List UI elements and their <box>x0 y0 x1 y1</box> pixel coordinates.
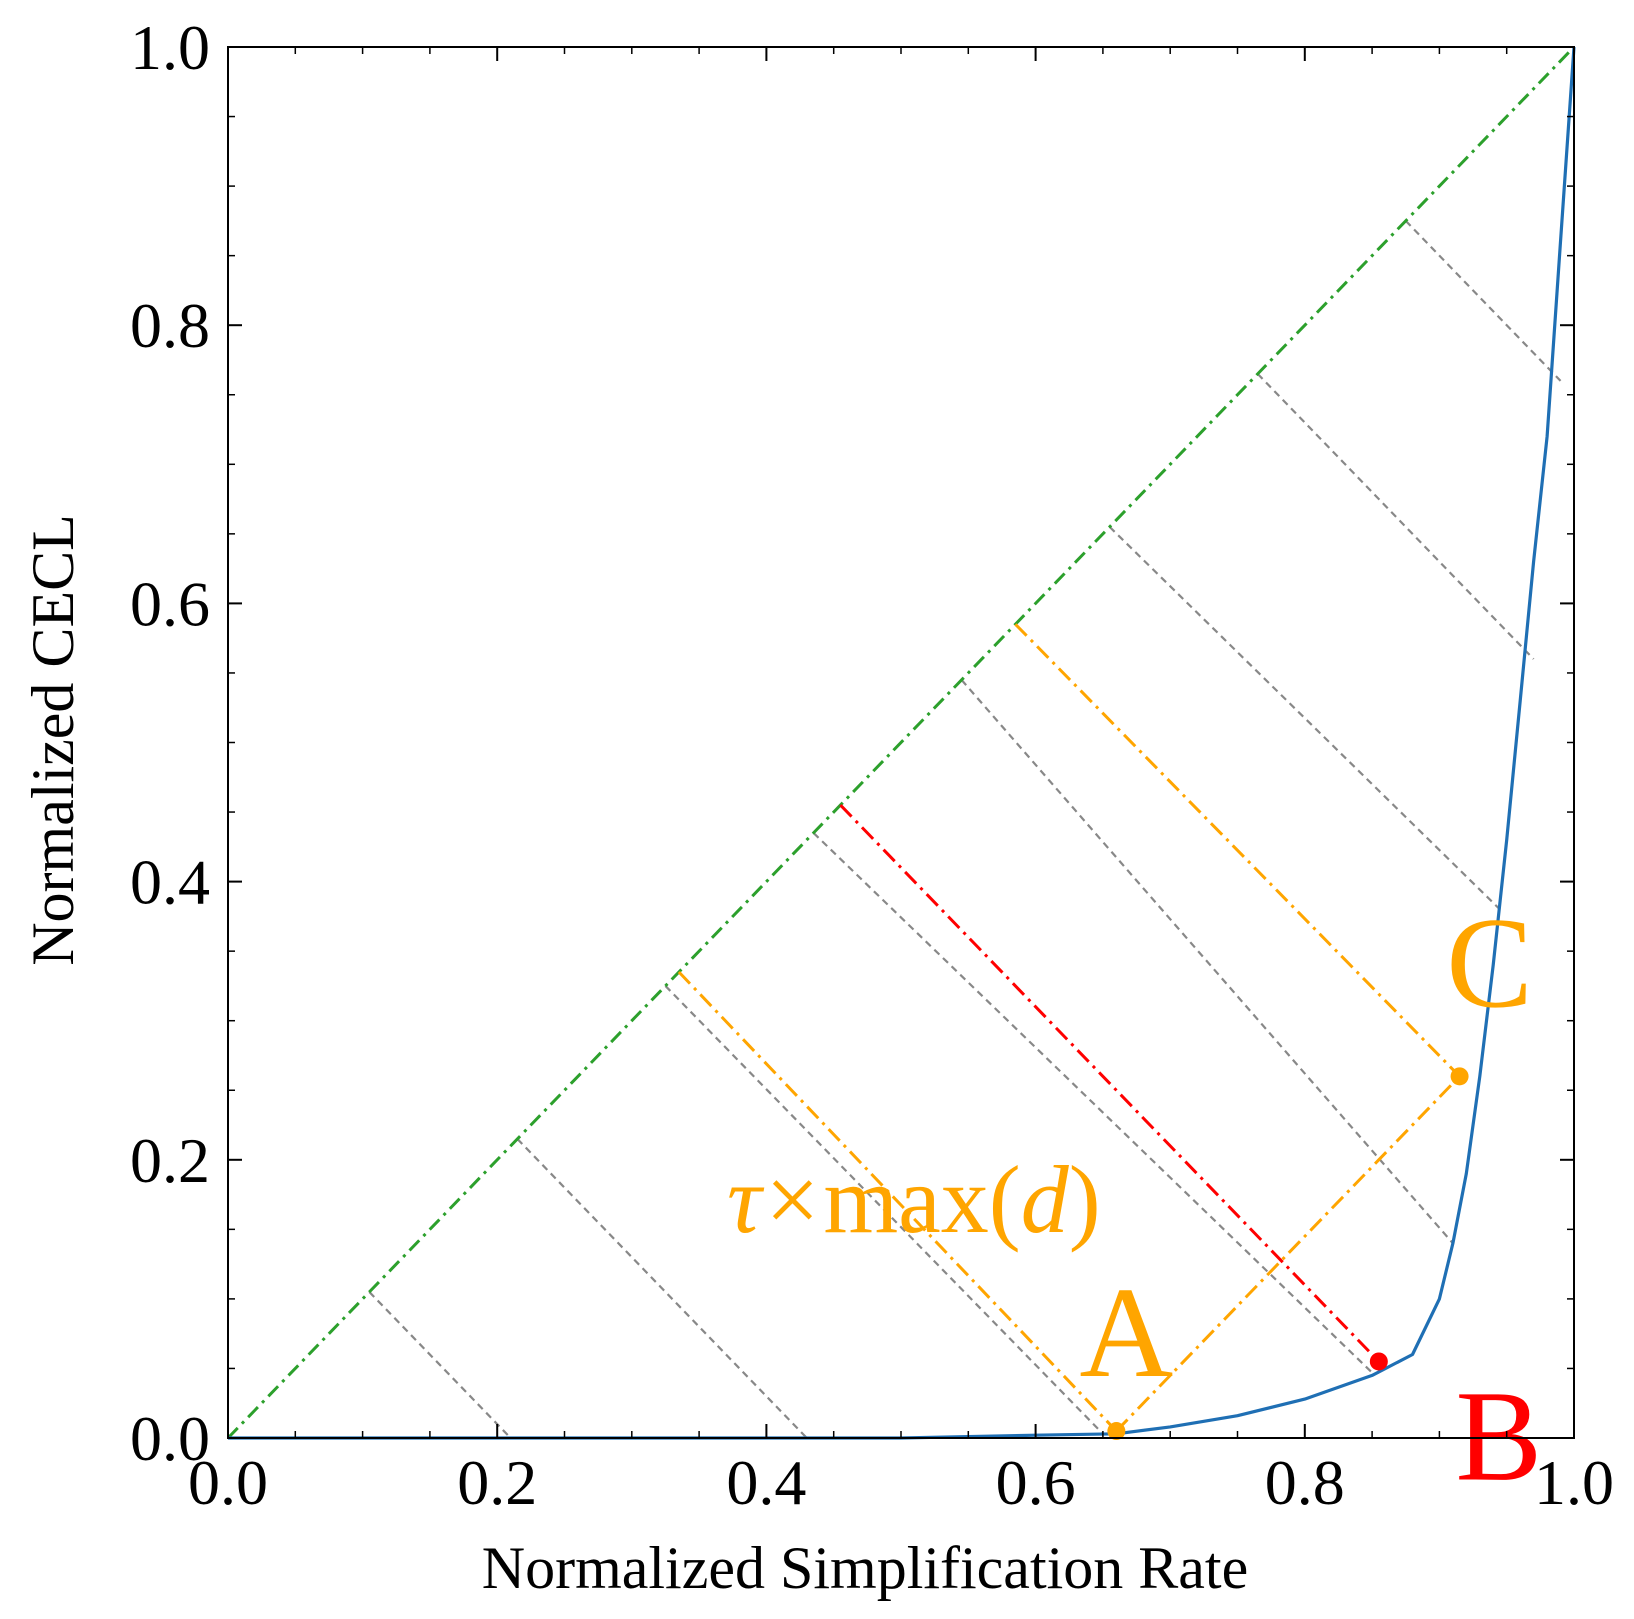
formula-tau: τ <box>727 1146 765 1253</box>
highlight-line-1 <box>1115 1075 1461 1433</box>
diagonal-line <box>226 45 1576 1440</box>
formula-max: max( <box>824 1146 1021 1253</box>
point-b-marker <box>1369 1352 1388 1371</box>
y-tick-label: 1.0 <box>130 12 210 83</box>
formula-annotation: τ×max(d) <box>727 1146 1101 1253</box>
y-tick-label: 0.6 <box>130 568 210 639</box>
hatch-line-3 <box>812 832 1373 1374</box>
x-tick-label: 1.0 <box>1534 1447 1614 1518</box>
x-tick-label: 0.4 <box>726 1447 806 1518</box>
x-tick-label: 0.0 <box>188 1447 268 1518</box>
x-tick-label: 0.8 <box>1265 1447 1345 1518</box>
y-tick-label: 0.8 <box>130 290 210 361</box>
hatch-line-4 <box>960 679 1454 1244</box>
y-tick-label: 0.4 <box>130 847 210 918</box>
point-a-marker <box>1107 1422 1126 1441</box>
point-markers: A B C <box>1079 891 1542 1508</box>
hatch-line-2 <box>664 985 1104 1435</box>
point-b-label: B <box>1455 1364 1542 1508</box>
y-tick-label: 0.0 <box>130 1403 210 1474</box>
diagonal-reference-line <box>226 45 1576 1440</box>
formula-times: × <box>765 1146 819 1253</box>
point-a-label: A <box>1079 1261 1173 1405</box>
formula-close: ) <box>1069 1146 1101 1253</box>
hatch-line-0 <box>368 1291 512 1439</box>
formula-d: d <box>1021 1146 1070 1253</box>
y-tick-label: 0.2 <box>130 1125 210 1196</box>
hatch-line-1 <box>516 1138 808 1439</box>
hatch-lines <box>368 220 1562 1439</box>
point-c-label: C <box>1446 891 1533 1035</box>
hatch-line-6 <box>1256 373 1535 660</box>
point-c-marker <box>1450 1067 1469 1086</box>
highlight-line-2 <box>1014 623 1461 1078</box>
axis-ticks <box>227 46 1575 1439</box>
x-axis-title: Normalized Simplification Rate <box>482 1535 1248 1601</box>
y-axis-title: Normalized CECL <box>20 514 86 966</box>
x-tick-labels: 0.0 0.2 0.4 0.6 0.8 1.0 <box>188 1447 1614 1518</box>
best-distance-line <box>839 804 1380 1363</box>
hatch-line-7 <box>1404 220 1562 382</box>
x-tick-label: 0.2 <box>457 1447 537 1518</box>
highlight-line-0 <box>677 970 1118 1433</box>
hatch-line-5 <box>1108 526 1501 911</box>
y-tick-labels: 0.0 0.2 0.4 0.6 0.8 1.0 <box>130 12 210 1474</box>
x-tick-label: 0.6 <box>996 1447 1076 1518</box>
highlight-lines <box>677 623 1461 1433</box>
best-line <box>839 804 1380 1363</box>
